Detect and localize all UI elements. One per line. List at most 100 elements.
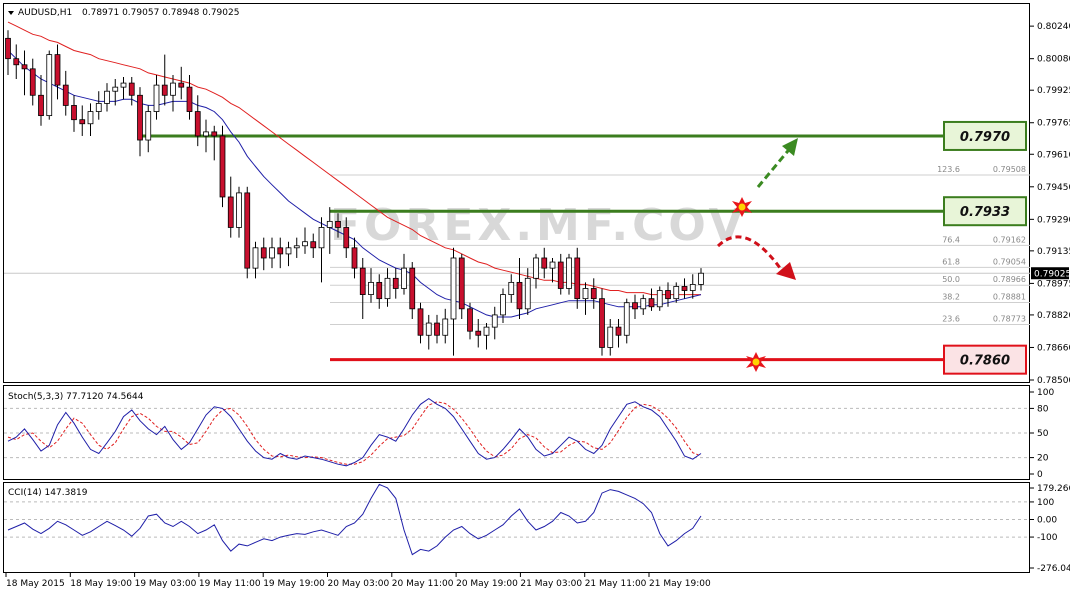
candle-body [409, 267, 416, 310]
time-axis-label: 21 May 03:00 [520, 579, 582, 589]
candle-body [145, 111, 152, 141]
time-axis-label: 20 May 11:00 [392, 579, 454, 589]
current-price-tag [1031, 267, 1069, 280]
candle-body [640, 298, 647, 310]
candle-body [442, 318, 449, 336]
candle-body [219, 135, 226, 198]
candle-body [483, 326, 490, 336]
candle-body [128, 82, 135, 96]
stoch-layer: Stoch(5,3,3) 77.7120 74.5644 100 80 50 20 0 [4, 388, 1054, 480]
stoch-axis-label: 80 [1037, 404, 1049, 414]
candle-body [607, 326, 614, 348]
symbol-label: AUDUSD,H1 [18, 8, 72, 18]
candle-body [656, 290, 663, 308]
candle-body [384, 277, 391, 300]
ohlc-readout: 0.78971 0.79057 0.78948 0.79025 [82, 8, 239, 18]
candle-body [95, 103, 102, 112]
candle-body [186, 86, 193, 112]
candle-body [648, 298, 655, 308]
candle-body [698, 272, 704, 285]
time-axis-label: 21 May 11:00 [585, 579, 647, 589]
candle-body [310, 241, 317, 249]
stoch-axis-label: 100 [1037, 388, 1054, 398]
fibo-price-label: 0.78966 [993, 275, 1026, 284]
candle-body [104, 90, 110, 104]
stoch-title: Stoch(5,3,3) 77.7120 74.5644 [8, 392, 144, 402]
time-axis: 18 May 2015 18 May 19:00 19 May 03:00 19 Ma… [5, 573, 711, 589]
fibo-price-label: 0.78773 [993, 314, 1026, 323]
candle-body [615, 326, 622, 336]
cci-axis-label: 0.00 [1037, 515, 1057, 525]
candle-body [79, 119, 86, 125]
candle-body [269, 247, 275, 259]
fibo-ratio-label: 61.8 [942, 257, 960, 266]
bearish-arrow [716, 235, 782, 269]
candle-body [153, 84, 160, 112]
bullish-arrow [756, 145, 794, 188]
candle-body [244, 192, 251, 269]
time-axis-label: 18 May 2015 [6, 579, 65, 589]
candle-body [38, 94, 44, 117]
candle-body [632, 302, 638, 310]
candle-body [285, 247, 292, 255]
candle-body [475, 330, 482, 336]
cci-axis-label: 179.2662 [1037, 484, 1070, 494]
level-box [943, 120, 1027, 151]
candle-body [13, 58, 20, 66]
chevron-down-icon[interactable] [8, 11, 14, 15]
candle-body [137, 94, 143, 141]
candle-body [302, 241, 308, 247]
candle-body [260, 247, 267, 259]
candle-body [401, 267, 407, 289]
time-axis-label: 19 May 03:00 [135, 579, 197, 589]
candle-body [326, 220, 333, 228]
candle-body [293, 245, 300, 249]
fibo-ratio-label: 38.2 [942, 293, 960, 302]
price-axis-label: 0.78975 [1037, 279, 1070, 289]
candle-body [351, 247, 358, 269]
fibo-price-label: 0.78881 [993, 293, 1026, 302]
bullish-arrowhead-icon [782, 138, 798, 156]
bearish-arrowhead-icon [776, 262, 796, 280]
candle-body [582, 288, 589, 300]
candle-body [516, 281, 523, 310]
fibo-ratio-label: 123.6 [937, 165, 960, 174]
candle-body [54, 54, 61, 86]
candle-body [434, 322, 440, 336]
candle-body [392, 277, 399, 289]
candle-body [318, 227, 325, 249]
watermark: FOREX.MF.COV [330, 200, 747, 251]
candle-body [458, 257, 465, 310]
candle-body [566, 257, 572, 289]
candle-body [211, 131, 218, 137]
candle-body [277, 247, 284, 255]
candle-body [359, 267, 366, 295]
cci-axis-label: -276.04 [1037, 564, 1070, 574]
candle-body [681, 286, 688, 291]
level-box [943, 196, 1027, 227]
candle-body [599, 298, 605, 348]
fibo-ratio-label: 23.6 [942, 314, 960, 323]
candle-body [87, 111, 94, 125]
stoch-axis-label: 0 [1037, 470, 1043, 480]
time-axis-label: 19 May 19:00 [263, 579, 325, 589]
candle-body [71, 105, 77, 121]
candle-body [227, 196, 234, 228]
candle-body [21, 64, 28, 70]
cci-axis-label: 100 [1037, 498, 1054, 508]
price-axis-label: 0.79765 [1037, 119, 1070, 129]
candle-body [62, 84, 69, 106]
price-axis-label: 0.79135 [1037, 247, 1070, 257]
candle-body [343, 227, 350, 249]
candle-body [170, 82, 176, 96]
candle-body [178, 82, 185, 88]
level-label: 0.7933 [960, 205, 1010, 220]
current-price-label: 0.79025 [1034, 270, 1070, 280]
time-axis-label: 19 May 11:00 [199, 579, 261, 589]
